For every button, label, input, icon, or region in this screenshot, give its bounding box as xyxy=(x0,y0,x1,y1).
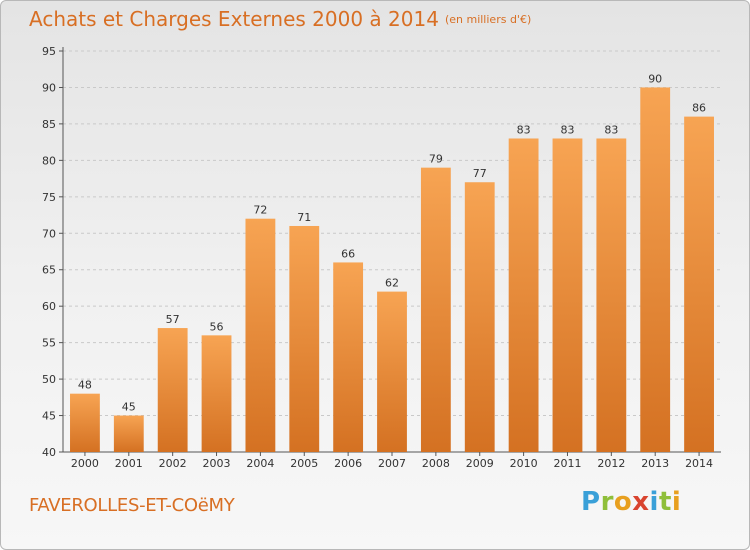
bar xyxy=(377,291,407,452)
logo-letter: P xyxy=(581,487,601,517)
y-tick-label: 75 xyxy=(42,191,56,204)
bar xyxy=(684,116,714,453)
data-label: 72 xyxy=(253,204,267,217)
x-tick-label: 2001 xyxy=(115,457,143,470)
bar xyxy=(245,218,276,452)
chart-title: Achats et Charges Externes 2000 à 2014 (e… xyxy=(29,7,531,31)
data-label: 48 xyxy=(78,379,92,392)
y-tick-label: 50 xyxy=(42,373,56,386)
y-tick-label: 55 xyxy=(42,337,56,350)
data-label: 77 xyxy=(473,167,487,180)
logo-letter: i xyxy=(671,487,682,517)
logo-letter: t xyxy=(658,487,672,517)
data-label: 57 xyxy=(166,313,180,326)
y-tick-label: 95 xyxy=(42,45,56,58)
chart-unit: (en milliers d'€) xyxy=(444,13,532,26)
y-tick-label: 40 xyxy=(42,446,56,459)
data-label: 83 xyxy=(604,123,618,136)
logo-letter: r xyxy=(600,487,614,517)
bar xyxy=(596,138,627,452)
data-label: 56 xyxy=(210,320,224,333)
x-tick-label: 2013 xyxy=(641,457,669,470)
bar xyxy=(552,138,583,452)
x-tick-label: 2010 xyxy=(510,457,538,470)
x-tick-label: 2004 xyxy=(246,457,274,470)
data-label: 45 xyxy=(122,401,136,414)
y-tick-label: 70 xyxy=(42,227,56,240)
y-tick-label: 45 xyxy=(42,410,56,423)
x-tick-label: 2002 xyxy=(159,457,187,470)
x-tick-label: 2005 xyxy=(290,457,318,470)
data-label: 62 xyxy=(385,277,399,290)
x-tick-label: 2014 xyxy=(685,457,713,470)
logo-letter: o xyxy=(613,487,633,517)
data-label: 71 xyxy=(297,211,311,224)
x-tick-label: 2003 xyxy=(203,457,231,470)
x-tick-label: 2000 xyxy=(71,457,99,470)
bar xyxy=(201,335,232,452)
logo-letter: i xyxy=(649,487,659,517)
y-tick-label: 60 xyxy=(42,300,56,313)
y-tick-label: 80 xyxy=(42,154,56,167)
data-label: 90 xyxy=(648,72,662,85)
bar xyxy=(113,415,144,452)
commune-name: FAVEROLLES-ET-COëMY xyxy=(29,495,235,516)
bar xyxy=(464,182,495,452)
bar xyxy=(157,328,188,452)
x-tick-label: 2006 xyxy=(334,457,362,470)
data-label: 83 xyxy=(560,123,574,136)
x-tick-label: 2009 xyxy=(466,457,494,470)
bar xyxy=(70,393,100,452)
bar xyxy=(333,262,364,452)
proxiti-logo: Proxiti xyxy=(581,487,681,517)
data-label: 79 xyxy=(429,153,443,166)
data-label: 66 xyxy=(341,247,355,260)
bar xyxy=(420,167,451,452)
y-tick-label: 85 xyxy=(42,118,56,131)
x-tick-label: 2008 xyxy=(422,457,450,470)
bar xyxy=(289,225,320,452)
y-tick-label: 65 xyxy=(42,264,56,277)
data-label: 86 xyxy=(692,102,706,115)
bar xyxy=(508,138,539,452)
bar xyxy=(640,87,671,453)
y-tick-label: 90 xyxy=(42,81,56,94)
x-tick-label: 2007 xyxy=(378,457,406,470)
data-label: 83 xyxy=(517,123,531,136)
x-tick-label: 2011 xyxy=(553,457,581,470)
chart-title-text: Achats et Charges Externes 2000 à 2014 xyxy=(29,7,439,31)
x-tick-label: 2012 xyxy=(597,457,625,470)
logo-letter: x xyxy=(632,487,650,517)
